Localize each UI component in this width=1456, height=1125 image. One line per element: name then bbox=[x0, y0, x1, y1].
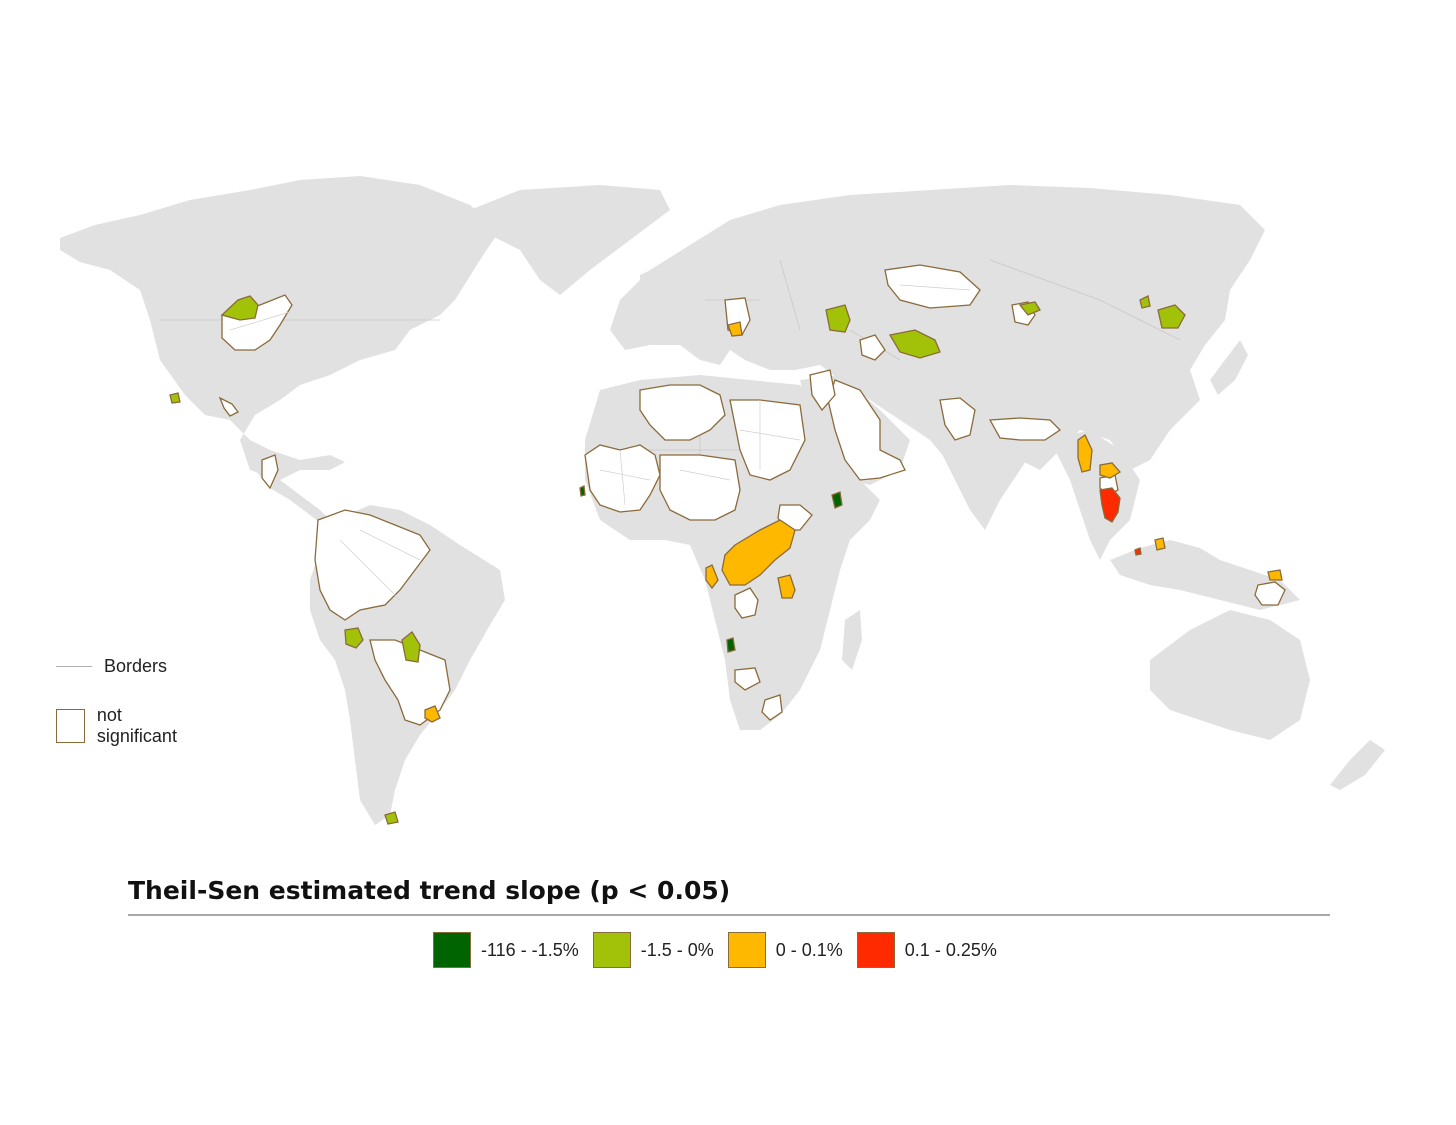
class-legend: -116 - -1.5% -1.5 - 0% 0 - 0.1% 0.1 - 0.… bbox=[433, 932, 1011, 968]
not-significant-regions bbox=[218, 264, 1286, 726]
borders-line-symbol bbox=[56, 666, 92, 667]
class-swatch bbox=[856, 932, 895, 968]
southeast-asia bbox=[1050, 430, 1140, 560]
australia bbox=[1150, 610, 1310, 740]
class-label: 0 - 0.1% bbox=[775, 939, 843, 960]
not-significant-swatch bbox=[56, 709, 85, 743]
light-green-regions bbox=[169, 295, 1186, 825]
class-item: 0 - 0.1% bbox=[727, 932, 843, 968]
class-swatch bbox=[727, 932, 766, 968]
greenland bbox=[470, 185, 670, 295]
orange-regions bbox=[424, 321, 1283, 723]
title-divider bbox=[128, 914, 1330, 916]
class-swatch bbox=[592, 932, 631, 968]
japan bbox=[1210, 340, 1248, 395]
class-label: -1.5 - 0% bbox=[640, 939, 714, 960]
class-item: -116 - -1.5% bbox=[433, 932, 579, 968]
class-item: 0.1 - 0.25% bbox=[856, 932, 997, 968]
british-isles bbox=[640, 268, 660, 305]
legend-borders: Borders bbox=[56, 656, 167, 677]
class-label: 0.1 - 0.25% bbox=[904, 939, 997, 960]
world-map bbox=[60, 176, 1385, 825]
scandinavia bbox=[690, 215, 790, 295]
indonesia bbox=[1110, 540, 1300, 610]
borders-label: Borders bbox=[104, 656, 168, 676]
class-label: -116 - -1.5% bbox=[481, 939, 579, 960]
legend-title: Theil-Sen estimated trend slope (p < 0.0… bbox=[128, 876, 731, 905]
madagascar bbox=[842, 610, 862, 670]
red-regions bbox=[1099, 487, 1142, 556]
dark-green-regions bbox=[579, 485, 843, 653]
class-item: -1.5 - 0% bbox=[592, 932, 714, 968]
new-zealand bbox=[1330, 740, 1385, 790]
class-swatch bbox=[433, 932, 471, 968]
not-significant-label: not significant bbox=[96, 705, 177, 746]
legend-not-significant: not significant bbox=[56, 705, 184, 747]
north-america bbox=[60, 176, 500, 480]
inner-borders bbox=[229, 284, 971, 601]
